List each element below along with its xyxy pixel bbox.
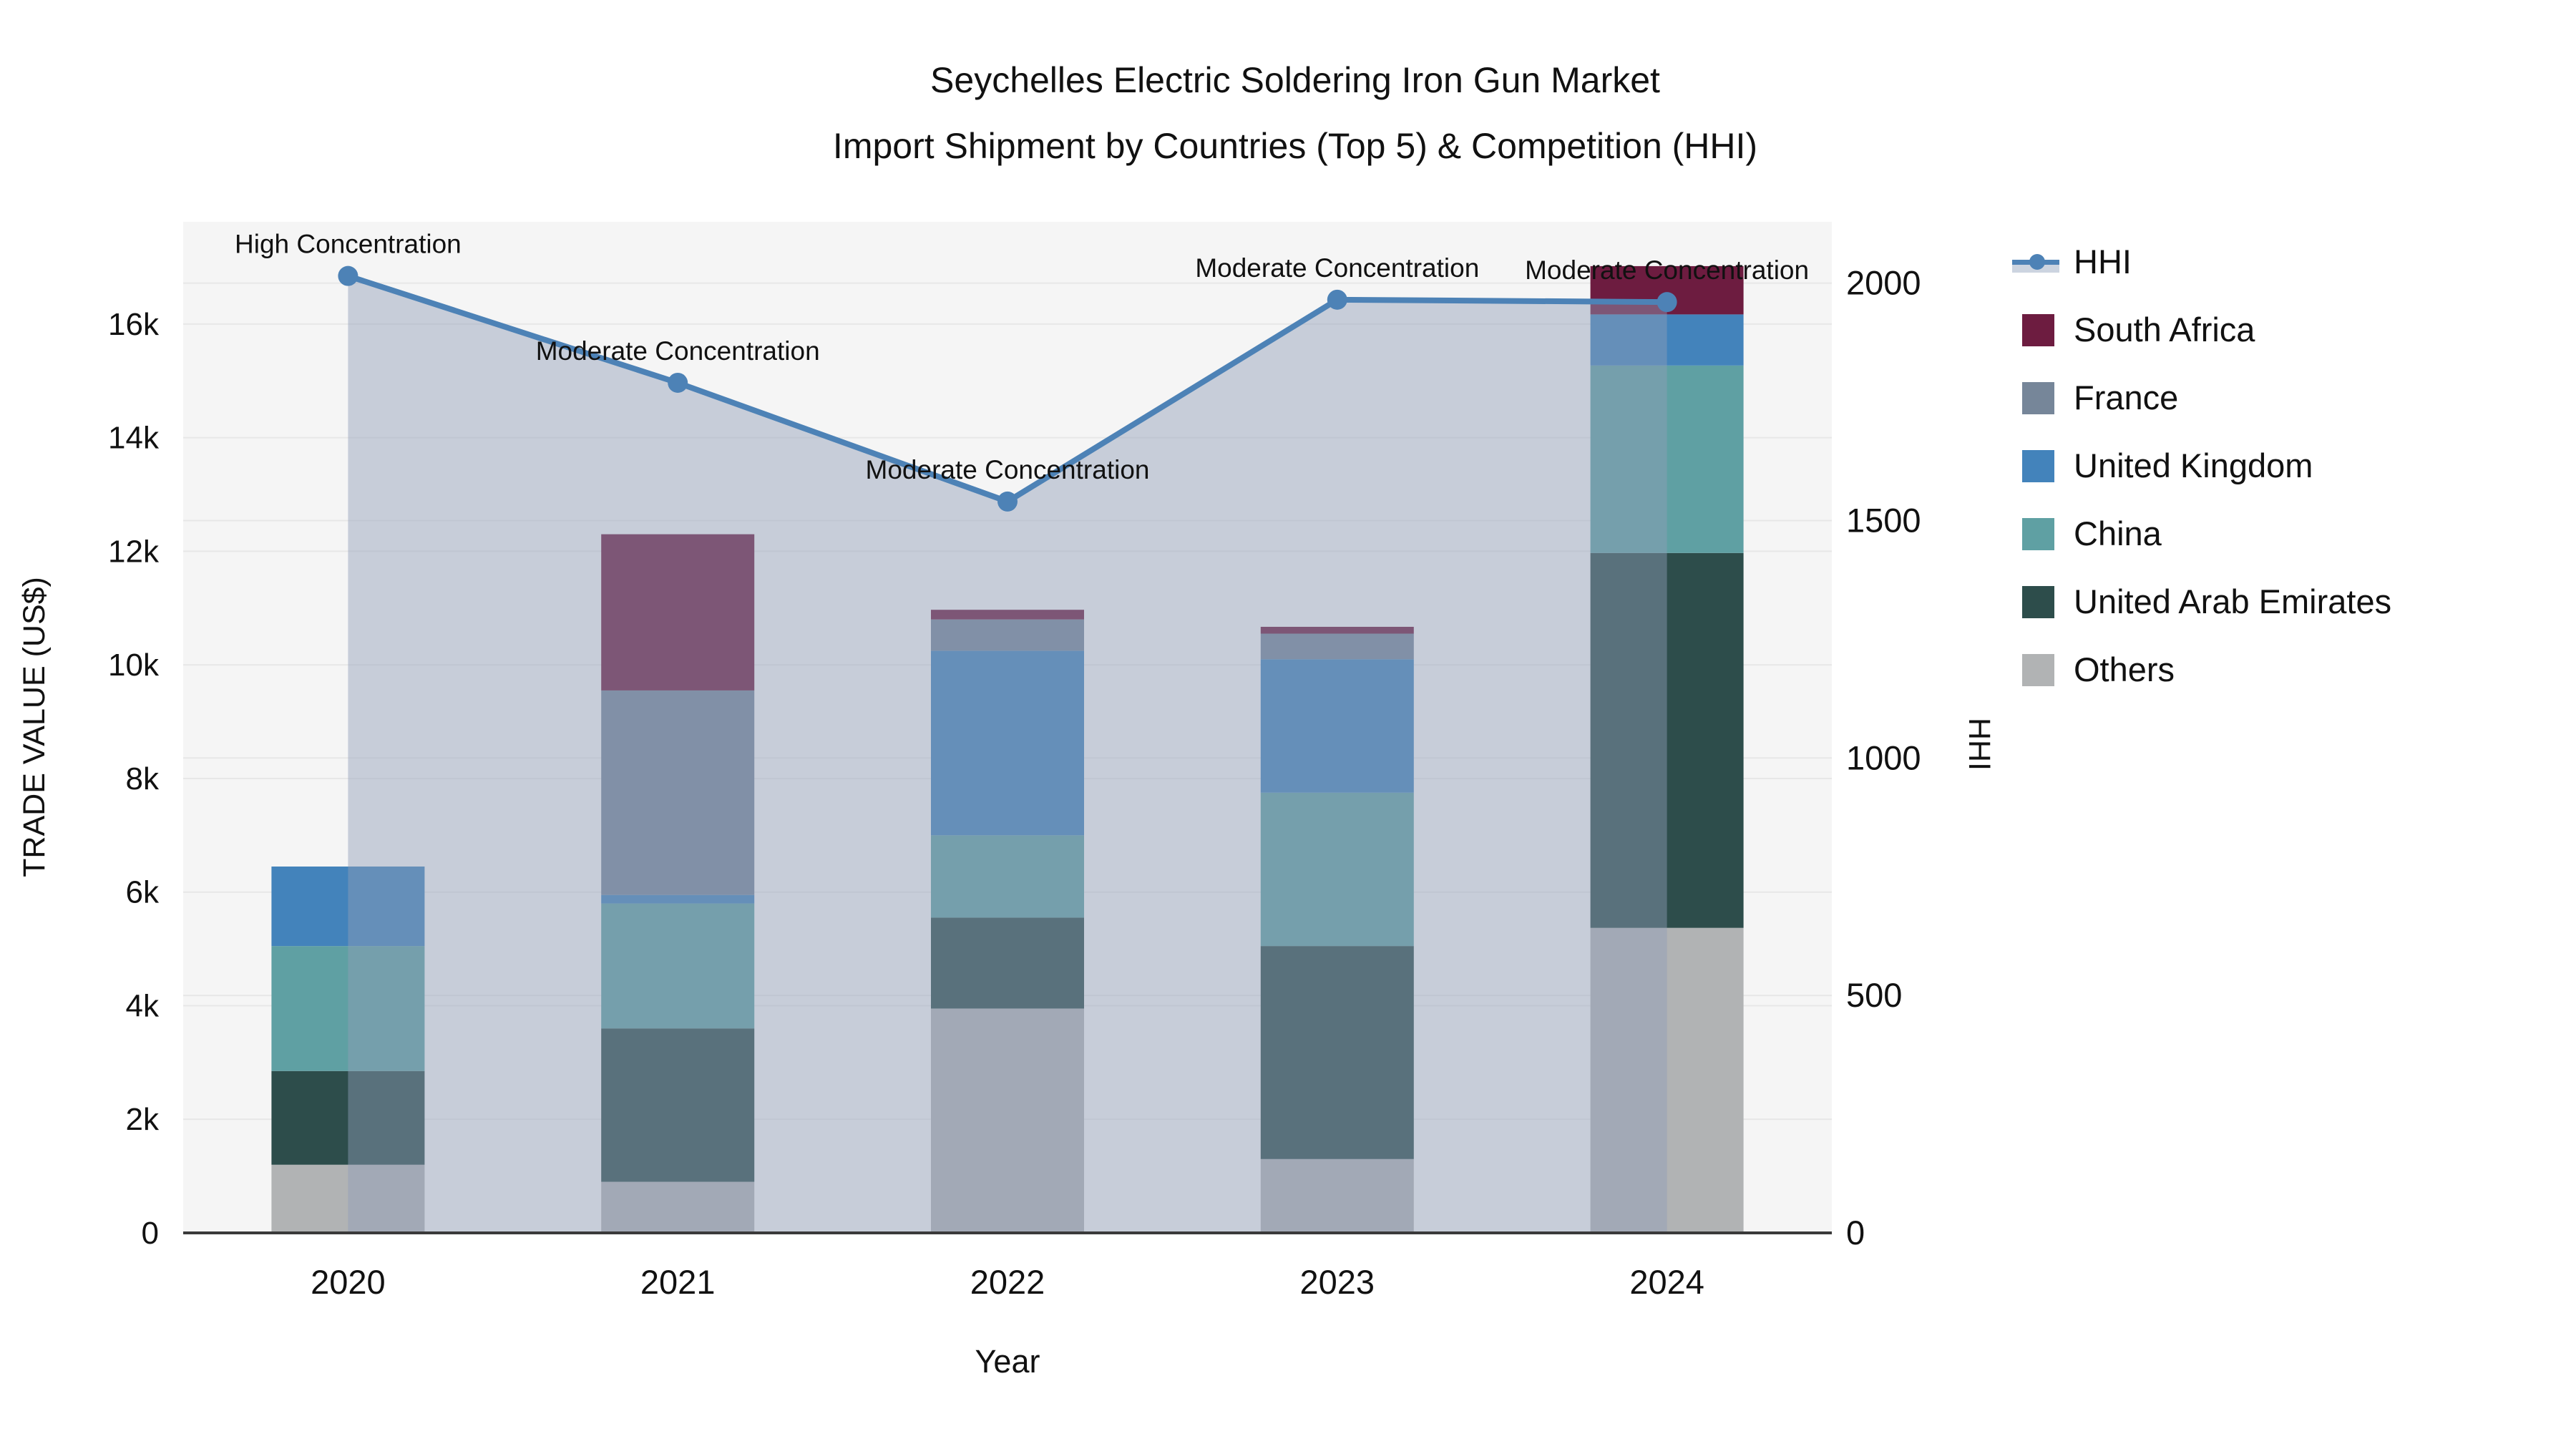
x-tick-label-2023: 2023 — [1300, 1263, 1375, 1301]
bar-segment-france[interactable] — [1260, 633, 1414, 660]
x-tick-label-2024: 2024 — [1629, 1263, 1704, 1301]
chart-title: Seychelles Electric Soldering Iron Gun M… — [833, 47, 1757, 179]
y-right-tick-label: 2000 — [1846, 264, 1921, 302]
x-axis-title: Year — [975, 1343, 1040, 1380]
bar-segment-united-kingdom[interactable] — [1260, 659, 1414, 793]
y-left-tick-label: 4k — [126, 988, 160, 1023]
bar-segment-united-kingdom[interactable] — [931, 650, 1084, 836]
bar-segment-china[interactable] — [271, 946, 425, 1071]
chart-title-line2: Import Shipment by Countries (Top 5) & C… — [832, 126, 1758, 166]
legend-item-france[interactable]: France — [2012, 364, 2391, 431]
x-tick-label-2022: 2022 — [970, 1263, 1045, 1301]
legend-swatch-icon — [2012, 584, 2065, 620]
bar-segment-united-arab-emirates[interactable] — [931, 917, 1084, 1009]
hhi-point-2024[interactable] — [1657, 292, 1677, 313]
y-left-axis-title: TRADE VALUE (US$) — [17, 577, 52, 877]
y-left-tick-label: 14k — [108, 421, 160, 456]
y-right-axis-title: HHI — [1962, 718, 1996, 771]
legend-swatch-icon — [2012, 312, 2065, 348]
chart-legend: HHI South Africa France United Kingdom China… — [2012, 228, 2391, 703]
hhi-point-2020[interactable] — [338, 265, 358, 286]
y-left-tick-label: 16k — [108, 307, 160, 342]
bar-segment-others[interactable] — [271, 1164, 425, 1233]
legend-swatch-icon — [2012, 516, 2065, 552]
annotation-2021: Moderate Concentration — [536, 336, 820, 366]
bar-segment-china[interactable] — [931, 835, 1084, 918]
bar-segment-united-kingdom[interactable] — [601, 894, 755, 904]
x-tick-label-2020: 2020 — [311, 1263, 386, 1301]
legend-item-others[interactable]: Others — [2012, 635, 2391, 703]
y-right-tick-label: 1000 — [1846, 738, 1921, 776]
x-tick-label-2021: 2021 — [640, 1263, 716, 1301]
legend-label: United Arab Emirates — [2074, 582, 2392, 620]
legend-label: China — [2074, 514, 2162, 552]
annotation-2020: High Concentration — [235, 230, 462, 259]
bar-segment-united-arab-emirates[interactable] — [1590, 552, 1744, 928]
bar-segment-others[interactable] — [601, 1181, 755, 1233]
annotation-2022: Moderate Concentration — [866, 455, 1150, 484]
bar-segment-united-arab-emirates[interactable] — [271, 1070, 425, 1165]
legend-item-united-kingdom[interactable]: United Kingdom — [2012, 431, 2391, 499]
y-left-tick-label: 12k — [108, 534, 160, 569]
hhi-area-fill — [348, 275, 1667, 1233]
bar-segment-others[interactable] — [1260, 1158, 1414, 1233]
chart-title-line1: Seychelles Electric Soldering Iron Gun M… — [930, 60, 1660, 100]
bar-segment-united-kingdom[interactable] — [1590, 314, 1744, 366]
hhi-point-2022[interactable] — [997, 491, 1018, 512]
bar-segment-south-africa[interactable] — [931, 610, 1084, 620]
legend-item-hhi[interactable]: HHI — [2012, 228, 2391, 296]
legend-swatch-icon — [2012, 380, 2065, 416]
y-left-tick-label: 6k — [126, 875, 160, 910]
annotation-2023: Moderate Concentration — [1195, 253, 1479, 283]
bar-segment-united-kingdom[interactable] — [271, 866, 425, 947]
bar-segment-united-arab-emirates[interactable] — [601, 1028, 755, 1182]
legend-label: HHI — [2074, 243, 2132, 280]
bar-segment-france[interactable] — [931, 619, 1084, 651]
legend-label: Others — [2074, 650, 2175, 688]
legend-item-united-arab-emirates[interactable]: United Arab Emirates — [2012, 567, 2391, 635]
bar-segment-south-africa[interactable] — [1260, 626, 1414, 634]
y-left-tick-label: 8k — [126, 761, 160, 796]
hhi-point-2021[interactable] — [668, 372, 688, 393]
y-right-tick-label: 500 — [1846, 976, 1902, 1014]
y-left-tick-label: 10k — [108, 648, 160, 683]
legend-swatch-icon — [2012, 448, 2065, 484]
bar-segment-china[interactable] — [601, 903, 755, 1029]
legend-line-icon — [2012, 244, 2065, 280]
bar-segment-china[interactable] — [1590, 365, 1744, 553]
legend-swatch-icon — [2012, 652, 2065, 688]
bar-segment-china[interactable] — [1260, 792, 1414, 947]
bar-segment-france[interactable] — [601, 690, 755, 895]
bar-segment-others[interactable] — [931, 1008, 1084, 1233]
annotation-2024: Moderate Concentration — [1525, 255, 1809, 285]
legend-label: United Kingdom — [2074, 447, 2313, 484]
y-right-tick-label: 1500 — [1846, 501, 1921, 539]
bar-segment-others[interactable] — [1590, 927, 1744, 1233]
y-left-tick-label: 0 — [142, 1216, 159, 1251]
hhi-point-2023[interactable] — [1327, 289, 1347, 310]
bar-segment-south-africa[interactable] — [601, 534, 755, 691]
bar-segment-united-arab-emirates[interactable] — [1260, 946, 1414, 1159]
legend-label: South Africa — [2074, 311, 2255, 348]
legend-item-china[interactable]: China — [2012, 499, 2391, 567]
y-right-tick-label: 0 — [1846, 1214, 1865, 1252]
legend-label: France — [2074, 379, 2179, 416]
y-left-tick-label: 2k — [126, 1102, 160, 1137]
legend-item-south-africa[interactable]: South Africa — [2012, 296, 2391, 364]
